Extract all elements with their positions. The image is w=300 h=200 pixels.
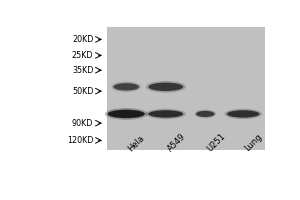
Text: 120KD: 120KD — [67, 136, 93, 145]
Ellipse shape — [113, 83, 139, 91]
Text: U251: U251 — [205, 132, 227, 153]
Ellipse shape — [196, 111, 214, 117]
Ellipse shape — [148, 83, 183, 91]
Text: Lung: Lung — [243, 132, 264, 153]
Ellipse shape — [108, 110, 145, 118]
Ellipse shape — [227, 110, 260, 118]
Text: Hela: Hela — [126, 133, 146, 153]
Ellipse shape — [195, 110, 216, 118]
Ellipse shape — [105, 108, 148, 120]
Text: 20KD: 20KD — [72, 35, 93, 44]
Ellipse shape — [224, 109, 262, 119]
Text: 90KD: 90KD — [72, 119, 93, 128]
Bar — [107, 27, 266, 150]
Text: 50KD: 50KD — [72, 87, 93, 96]
Text: A549: A549 — [166, 132, 187, 153]
Ellipse shape — [146, 81, 186, 93]
Ellipse shape — [112, 82, 141, 92]
Text: 35KD: 35KD — [72, 66, 93, 75]
Text: 25KD: 25KD — [72, 51, 93, 60]
Ellipse shape — [148, 110, 183, 118]
Ellipse shape — [146, 109, 186, 119]
